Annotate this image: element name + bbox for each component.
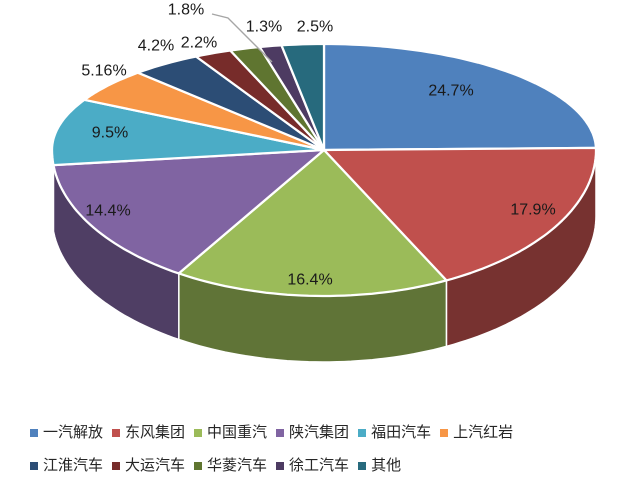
legend-item: 其他 — [358, 457, 401, 475]
legend-label: 华菱汽车 — [207, 457, 268, 474]
legend-item: 一汽解放 — [30, 424, 103, 442]
legend-row: 一汽解放 东风集团 中国重汽 陕汽集团 福田汽车 上汽红岩 — [30, 424, 630, 442]
pie-value-label: 9.5% — [92, 125, 128, 142]
pie-slice — [52, 148, 326, 275]
legend-label: 江淮汽车 — [43, 457, 104, 474]
legend-swatch-icon — [276, 462, 285, 470]
legend-swatch-icon — [112, 462, 121, 470]
legend-item: 徐工汽车 — [276, 457, 349, 475]
legend-swatch-icon — [276, 429, 285, 437]
pie-value-label: 17.9% — [510, 202, 555, 219]
legend-label: 徐工汽车 — [289, 457, 350, 474]
pie-value-label: 16.4% — [287, 272, 332, 289]
pie-chart: 24.7% 17.9% 16.4% 14.4% 9.5% 5.16% 4.2% 2.2% 1.8… — [50, 2, 598, 363]
pie-slice — [136, 55, 326, 152]
pie-slice — [322, 146, 598, 282]
legend-label: 上汽红岩 — [453, 424, 514, 441]
legend-item: 陕汽集团 — [276, 424, 349, 442]
pie-slice — [50, 98, 326, 167]
legend-swatch-icon — [194, 429, 203, 437]
legend-item: 江淮汽车 — [30, 457, 103, 475]
pie-value-label: 5.16% — [81, 63, 126, 80]
pie-slice — [280, 42, 326, 152]
legend-item: 福田汽车 — [358, 424, 431, 442]
pie-value-label: 1.3% — [246, 19, 282, 36]
pie-value-label: 2.2% — [181, 35, 217, 52]
legend-label: 陕汽集团 — [289, 424, 350, 441]
pie-value-label: 24.7% — [428, 83, 473, 100]
legend-label: 福田汽车 — [371, 424, 432, 441]
label-leader-line — [211, 13, 273, 63]
legend-label: 东风集团 — [125, 424, 186, 441]
legend-swatch-icon — [358, 429, 367, 437]
legend-label: 大运汽车 — [125, 457, 186, 474]
legend-item: 上汽红岩 — [440, 424, 513, 442]
pie-value-label: 2.5% — [297, 19, 333, 36]
pie-value-label: 1.8% — [168, 2, 204, 19]
chart-legend: 一汽解放 东风集团 中国重汽 陕汽集团 福田汽车 上汽红岩江淮汽车 大运汽车 华菱汽车 徐工汽车… — [30, 424, 630, 490]
legend-swatch-icon — [30, 462, 38, 470]
legend-item: 中国重汽 — [194, 424, 267, 442]
legend-label: 其他 — [371, 457, 402, 474]
legend-swatch-icon — [30, 429, 38, 437]
legend-item: 东风集团 — [112, 424, 185, 442]
pie-slice — [322, 42, 598, 152]
legend-swatch-icon — [194, 462, 203, 470]
pie-value-label: 14.4% — [85, 203, 130, 220]
legend-label: 中国重汽 — [207, 424, 268, 441]
legend-label: 一汽解放 — [43, 424, 104, 441]
pie-slice — [177, 148, 448, 298]
legend-row: 江淮汽车 大运汽车 华菱汽车 徐工汽车 其他 — [30, 457, 630, 475]
legend-swatch-icon — [358, 462, 367, 470]
pie-value-label: 4.2% — [138, 38, 174, 55]
legend-item: 大运汽车 — [112, 457, 185, 475]
pie-slice — [83, 71, 326, 152]
legend-item: 华菱汽车 — [194, 457, 267, 475]
legend-swatch-icon — [112, 429, 121, 437]
legend-swatch-icon — [440, 429, 449, 437]
